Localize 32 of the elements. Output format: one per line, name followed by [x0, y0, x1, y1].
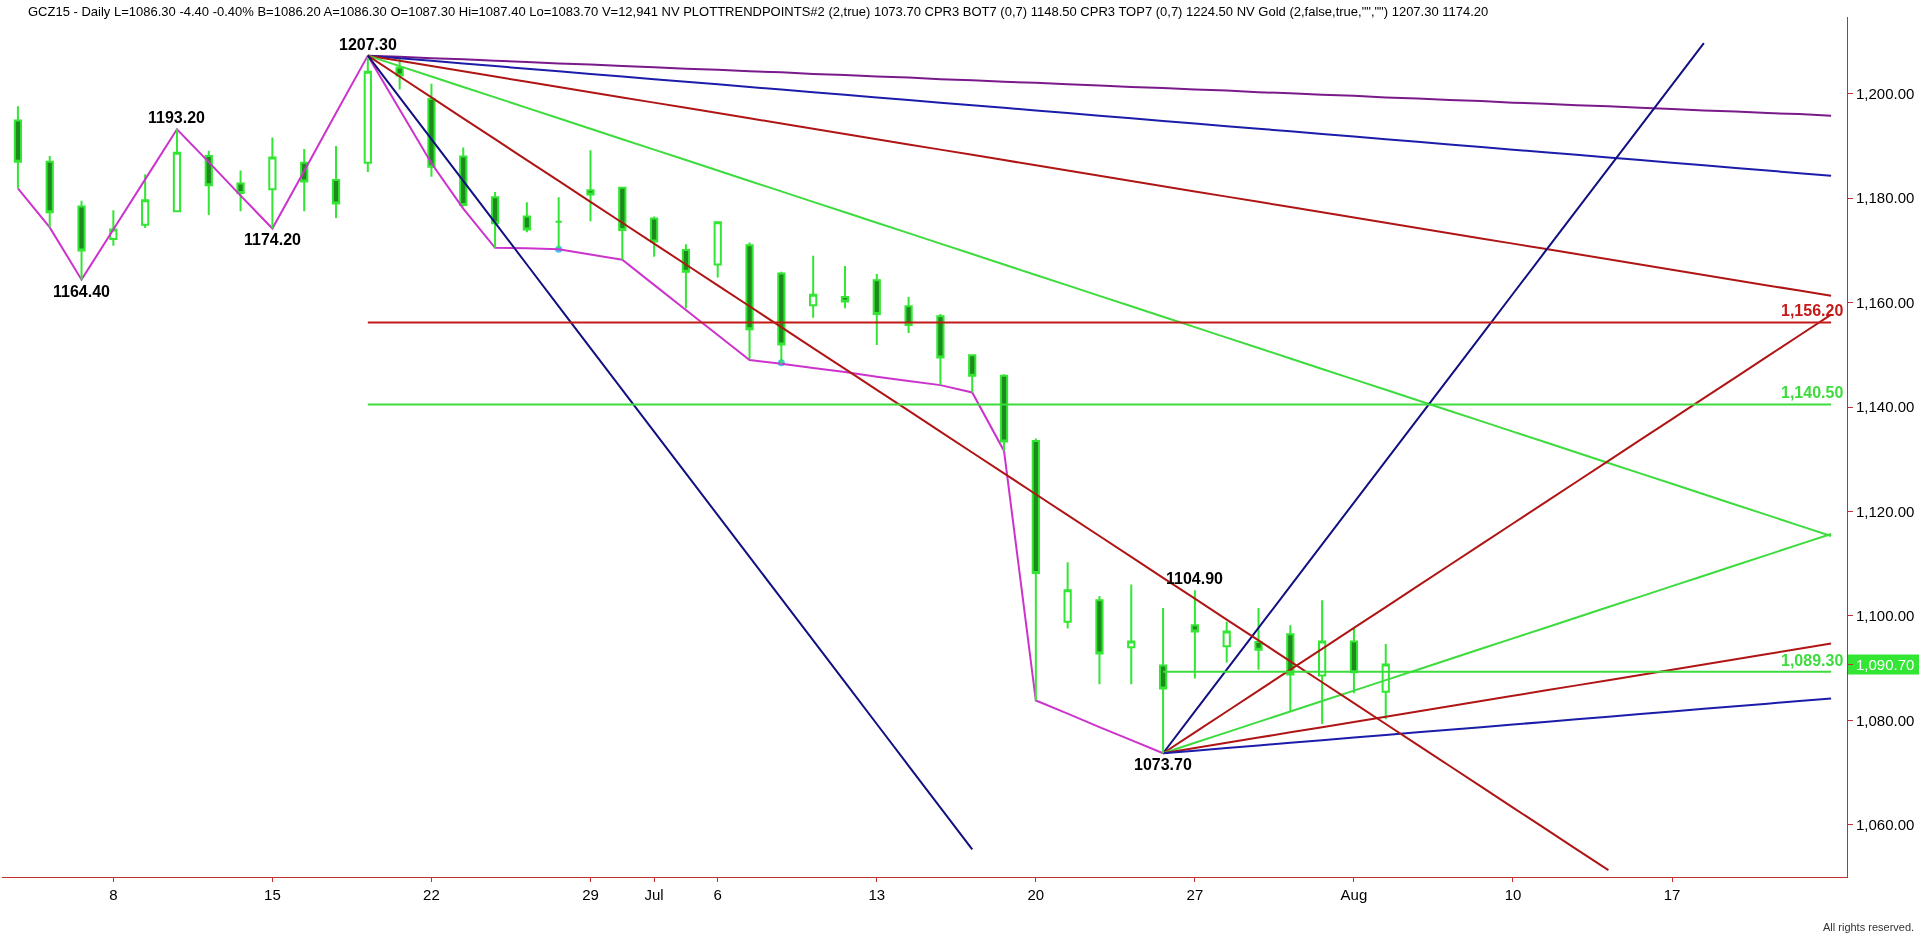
x-tick-label: 10 — [1504, 886, 1522, 903]
annotation: 1104.90 — [1166, 570, 1224, 587]
annotation: 1,089.30 — [1781, 652, 1844, 669]
y-tick-label: 1,180.00 — [1856, 189, 1915, 207]
y-tick-label: 1,160.00 — [1856, 293, 1915, 311]
y-tick-label: 1,100.00 — [1856, 607, 1915, 625]
x-tick-label: 13 — [868, 886, 886, 903]
y-tick-label: 1,200.00 — [1856, 85, 1915, 103]
x-tick-label: Aug — [1340, 886, 1368, 903]
x-tick-label: 20 — [1027, 886, 1045, 903]
x-tick-label: 27 — [1186, 886, 1204, 903]
annotation: 1,156.20 — [1781, 302, 1844, 319]
x-tick-label: 8 — [109, 886, 118, 903]
x-tick-label: 29 — [582, 886, 599, 903]
y-tick-label: 1,120.00 — [1856, 502, 1915, 520]
x-tick-label: 6 — [713, 886, 722, 903]
chart-title: GCZ15 - Daily L=1086.30 -4.40 -0.40% B=1086.20 A=1086.30 O=1087.30 Hi=1087.40 Lo=1083.70 V=12,941 NV PLOTTRENDPOINTS#2 (2,true) 1073.70 CPR3 BOT7 (0,7) 1148.50 CPR3 TOP7 (0,7) 1224.50 NV Gold (2,false,true,"","") 1207.30 1174.20 — [28, 3, 1489, 19]
annotation: 1193.20 — [148, 109, 206, 126]
y-tick-label: 1,080.00 — [1856, 711, 1915, 729]
text: All rights reserved. — [1823, 921, 1915, 933]
annotation: 1,140.50 — [1781, 384, 1844, 401]
y-tick-label: 1,090.70 — [1856, 655, 1915, 673]
annotation: 1164.40 — [53, 283, 111, 300]
y-tick-label: 1,060.00 — [1856, 816, 1915, 834]
annotation: 1073.70 — [1134, 756, 1192, 773]
x-tick-label: 15 — [264, 886, 281, 903]
x-tick-label: 22 — [423, 886, 440, 903]
annotation: 1207.30 — [339, 36, 397, 53]
x-tick-label: 17 — [1663, 886, 1681, 903]
x-tick-label: Jul — [644, 886, 664, 903]
y-tick-label: 1,140.00 — [1856, 398, 1915, 416]
annotation: 1174.20 — [244, 231, 302, 248]
